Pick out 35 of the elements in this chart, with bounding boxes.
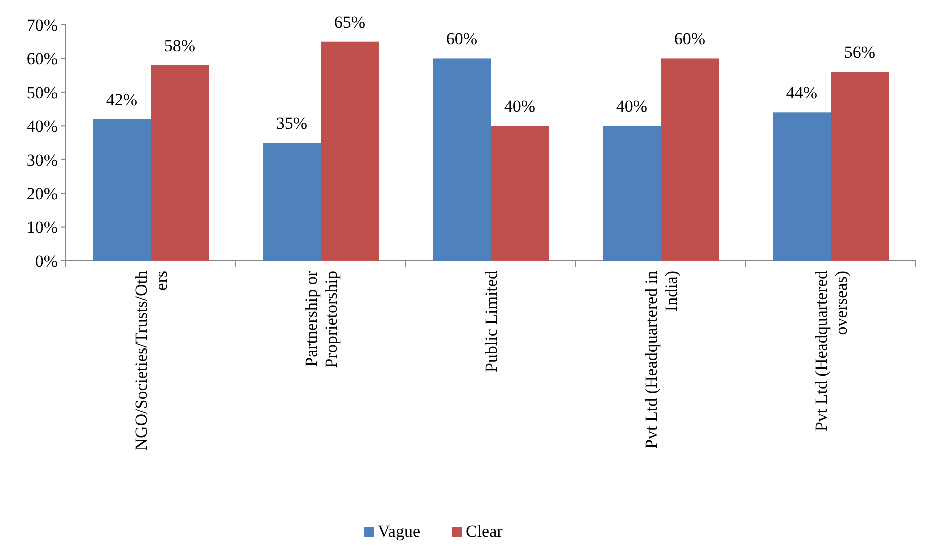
data-label: 58% xyxy=(164,36,196,56)
bar xyxy=(263,143,321,261)
y-tick-label: 20% xyxy=(26,184,58,204)
bar xyxy=(93,119,151,261)
legend-label: Clear xyxy=(466,522,504,541)
y-tick-label: 50% xyxy=(26,83,58,102)
bar xyxy=(321,42,379,261)
data-label: 44% xyxy=(786,84,818,103)
legend-label: Vague xyxy=(378,522,420,541)
data-label: 65% xyxy=(334,12,366,32)
data-label: 60% xyxy=(674,30,706,49)
x-tick-label: NGO/Societies/Trusts/Others xyxy=(132,270,171,451)
x-tick-label: Pvt Ltd (Headquartered in India) xyxy=(642,270,681,449)
data-label: 60% xyxy=(446,30,478,49)
y-tick-label: 60% xyxy=(26,50,58,69)
y-tick-label: 30% xyxy=(26,150,58,170)
x-tick-label: Pvt Ltd (Headquartered overseas) xyxy=(812,270,851,432)
bar xyxy=(831,72,889,261)
bar xyxy=(433,58,491,261)
y-tick-label: 40% xyxy=(26,117,58,136)
bar xyxy=(603,126,661,261)
data-label: 40% xyxy=(616,97,648,116)
data-label: 42% xyxy=(106,90,138,110)
x-tick-label: Partnership or Proprietorship xyxy=(302,270,341,368)
y-tick-label: 0% xyxy=(35,252,58,271)
x-tick-label: Public Limited xyxy=(482,270,501,373)
y-tick-label: 10% xyxy=(26,218,58,238)
y-tick-label: 70% xyxy=(26,16,58,35)
bar xyxy=(491,126,549,261)
bar xyxy=(773,112,831,261)
bar xyxy=(661,58,719,261)
bar xyxy=(151,65,209,261)
data-label: 35% xyxy=(276,114,308,133)
data-label: 56% xyxy=(844,43,876,62)
data-label: 40% xyxy=(504,97,536,116)
